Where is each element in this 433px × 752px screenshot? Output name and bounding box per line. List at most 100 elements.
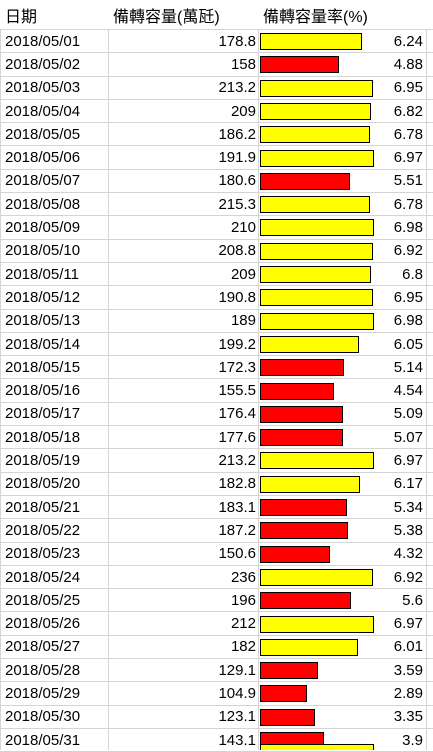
- date-cell[interactable]: 2018/05/24: [5, 568, 81, 586]
- capacity-cell[interactable]: 209: [230, 265, 256, 283]
- date-cell[interactable]: 2018/05/17: [5, 405, 81, 423]
- date-cell[interactable]: 2018/05/15: [5, 358, 81, 376]
- date-cell[interactable]: 2018/05/20: [5, 475, 81, 493]
- date-cell[interactable]: 2018/05/23: [5, 545, 81, 563]
- date-cell[interactable]: 2018/05/03: [5, 79, 81, 97]
- rate-cell[interactable]: 6.8: [402, 265, 423, 283]
- rate-cell[interactable]: 5.07: [393, 428, 423, 446]
- rate-cell[interactable]: 3.9: [402, 731, 423, 749]
- date-cell[interactable]: 2018/05/29: [5, 685, 81, 703]
- rate-cell[interactable]: 6.01: [393, 638, 423, 656]
- table-row: 2018/05/13 189 6.98: [0, 310, 433, 333]
- capacity-cell[interactable]: 158: [230, 55, 256, 73]
- table-row: 2018/05/12 190.8 6.95: [0, 286, 433, 310]
- capacity-cell[interactable]: 143.1: [218, 731, 256, 749]
- capacity-cell[interactable]: 199.2: [218, 335, 256, 353]
- rate-cell[interactable]: 3.35: [393, 708, 423, 726]
- date-cell[interactable]: 2018/05/31: [5, 731, 81, 749]
- rate-cell[interactable]: 6.95: [393, 79, 423, 97]
- capacity-cell[interactable]: 187.2: [218, 521, 256, 539]
- date-cell[interactable]: 2018/05/10: [5, 242, 81, 260]
- date-cell[interactable]: 2018/05/01: [5, 32, 81, 50]
- capacity-cell[interactable]: 212: [230, 615, 256, 633]
- date-cell[interactable]: 2018/05/12: [5, 288, 81, 306]
- rate-cell[interactable]: 6.05: [393, 335, 423, 353]
- rate-cell[interactable]: 6.17: [393, 475, 423, 493]
- date-cell[interactable]: 2018/05/21: [5, 498, 81, 516]
- rate-cell[interactable]: 5.51: [393, 172, 423, 190]
- date-cell[interactable]: 2018/05/18: [5, 428, 81, 446]
- date-cell[interactable]: 2018/05/07: [5, 172, 81, 190]
- date-cell[interactable]: 2018/05/05: [5, 125, 81, 143]
- rate-cell[interactable]: 6.97: [393, 615, 423, 633]
- capacity-cell[interactable]: 190.8: [218, 288, 256, 306]
- capacity-cell[interactable]: 182.8: [218, 475, 256, 493]
- rate-cell[interactable]: 3.59: [393, 661, 423, 679]
- capacity-cell[interactable]: 186.2: [218, 125, 256, 143]
- capacity-cell[interactable]: 104.9: [218, 685, 256, 703]
- capacity-cell[interactable]: 176.4: [218, 405, 256, 423]
- rate-cell[interactable]: 5.6: [402, 591, 423, 609]
- capacity-cell[interactable]: 189: [230, 312, 256, 330]
- capacity-cell[interactable]: 178.8: [218, 32, 256, 50]
- capacity-cell[interactable]: 129.1: [218, 661, 256, 679]
- rate-cell[interactable]: 6.98: [393, 219, 423, 237]
- date-cell[interactable]: 2018/05/09: [5, 219, 81, 237]
- date-cell[interactable]: 2018/05/04: [5, 102, 81, 120]
- capacity-cell[interactable]: 182: [230, 638, 256, 656]
- rate-cell[interactable]: 6.78: [393, 125, 423, 143]
- date-cell[interactable]: 2018/05/08: [5, 195, 81, 213]
- rate-cell[interactable]: 6.97: [393, 452, 423, 470]
- date-cell[interactable]: 2018/05/16: [5, 382, 81, 400]
- capacity-cell[interactable]: 177.6: [218, 428, 256, 446]
- rate-cell[interactable]: 5.38: [393, 521, 423, 539]
- date-cell[interactable]: 2018/05/13: [5, 312, 81, 330]
- capacity-cell[interactable]: 183.1: [218, 498, 256, 516]
- date-cell[interactable]: 2018/05/22: [5, 521, 81, 539]
- date-cell[interactable]: 2018/05/19: [5, 452, 81, 470]
- capacity-cell[interactable]: 196: [230, 591, 256, 609]
- rate-cell[interactable]: 5.34: [393, 498, 423, 516]
- capacity-cell[interactable]: 236: [230, 568, 256, 586]
- date-cell[interactable]: 2018/05/25: [5, 591, 81, 609]
- capacity-cell[interactable]: 208.8: [218, 242, 256, 260]
- date-cell[interactable]: 2018/05/02: [5, 55, 81, 73]
- rate-cell[interactable]: 6.92: [393, 568, 423, 586]
- date-cell[interactable]: 2018/05/06: [5, 149, 81, 167]
- date-cell[interactable]: 2018/05/30: [5, 708, 81, 726]
- rate-cell[interactable]: 6.95: [393, 288, 423, 306]
- header-date[interactable]: 日期: [5, 9, 38, 26]
- date-cell[interactable]: 2018/05/26: [5, 615, 81, 633]
- rate-cell[interactable]: 6.97: [393, 149, 423, 167]
- rate-cell[interactable]: 5.14: [393, 358, 423, 376]
- capacity-cell[interactable]: 215.3: [218, 195, 256, 213]
- rate-cell[interactable]: 6.78: [393, 195, 423, 213]
- table-row: 2018/05/17 176.4 5.09: [0, 403, 433, 427]
- rate-cell[interactable]: 5.09: [393, 405, 423, 423]
- date-cell[interactable]: 2018/05/14: [5, 335, 81, 353]
- rate-cell[interactable]: 6.24: [393, 32, 423, 50]
- capacity-cell[interactable]: 209: [230, 102, 256, 120]
- header-rate[interactable]: 備轉容量率(%): [263, 9, 368, 26]
- capacity-cell[interactable]: 213.2: [218, 452, 256, 470]
- rate-cell[interactable]: 6.82: [393, 102, 423, 120]
- date-cell[interactable]: 2018/05/11: [5, 265, 79, 283]
- rate-cell[interactable]: 6.92: [393, 242, 423, 260]
- capacity-cell[interactable]: 123.1: [218, 708, 256, 726]
- header-capacity[interactable]: 備轉容量(萬瓩): [113, 9, 220, 26]
- capacity-cell[interactable]: 191.9: [218, 149, 256, 167]
- rate-cell[interactable]: 4.88: [393, 55, 423, 73]
- date-cell[interactable]: 2018/05/27: [5, 638, 81, 656]
- rate-cell[interactable]: 4.54: [393, 382, 423, 400]
- capacity-cell[interactable]: 172.3: [218, 358, 256, 376]
- capacity-cell[interactable]: 180.6: [218, 172, 256, 190]
- capacity-cell[interactable]: 150.6: [218, 545, 256, 563]
- rate-data-bar: [260, 592, 351, 610]
- date-cell[interactable]: 2018/05/28: [5, 661, 81, 679]
- capacity-cell[interactable]: 213.2: [218, 79, 256, 97]
- capacity-cell[interactable]: 155.5: [218, 382, 256, 400]
- capacity-cell[interactable]: 210: [230, 219, 256, 237]
- rate-cell[interactable]: 2.89: [393, 685, 423, 703]
- rate-cell[interactable]: 6.98: [393, 312, 423, 330]
- rate-cell[interactable]: 4.32: [393, 545, 423, 563]
